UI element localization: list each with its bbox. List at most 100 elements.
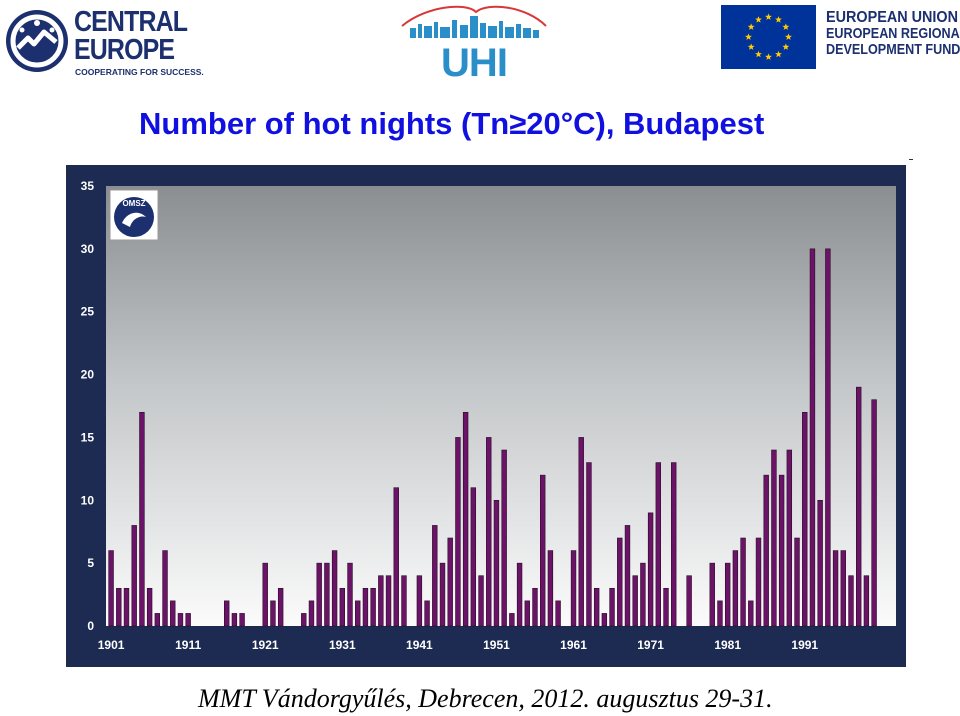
omsz-badge: OMSZ [109, 189, 159, 241]
bar-1998 [856, 386, 862, 627]
bar-1933 [355, 600, 361, 627]
bar-1968 [624, 525, 631, 627]
bar-1929 [324, 562, 330, 627]
bar-1958 [547, 550, 554, 627]
bar-1967 [617, 537, 623, 627]
bar-1903 [123, 587, 130, 627]
bar-1964 [593, 587, 600, 627]
eu-star-icon [755, 16, 762, 23]
central-europe-logo: CENTRAL EUROPE COOPERATING FOR SUCCESS. [4, 6, 204, 77]
eu-line-1: EUROPEAN UNION [826, 9, 959, 26]
x-tick-label: 1991 [791, 638, 818, 652]
bar-1939 [401, 575, 407, 627]
bar-1916 [224, 600, 230, 627]
central-europe-tagline: COOPERATING FOR SUCCESS. [75, 67, 204, 77]
bar-1918 [239, 613, 245, 627]
bar-1988 [778, 474, 785, 627]
bar-1959 [555, 600, 561, 627]
eu-star-icon [765, 53, 772, 60]
bar-1969 [632, 575, 638, 627]
bar-1980 [717, 600, 723, 627]
bar-1945 [447, 537, 453, 627]
bar-1954 [516, 562, 523, 627]
x-tick-label: 1981 [714, 638, 741, 652]
eu-star-icon [775, 16, 782, 23]
bar-1995 [832, 550, 839, 627]
y-tick-label: 10 [81, 493, 95, 507]
uhi-logo: UHI [401, 5, 547, 80]
bar-1941 [416, 575, 423, 627]
bar-1991 [802, 411, 808, 627]
bar-1946 [455, 437, 461, 627]
bar-1938 [393, 487, 399, 627]
footer-caption: MMT Vándorgyűlés, Debrecen, 2012. augusz… [198, 684, 773, 713]
plot-area [106, 186, 896, 626]
bar-1961 [570, 550, 577, 627]
bar-1942 [424, 600, 430, 627]
y-tick-label: 5 [87, 556, 94, 570]
bar-1970 [640, 562, 646, 627]
x-tick-label: 1961 [560, 638, 587, 652]
bar-1907 [154, 613, 161, 627]
y-tick-label: 30 [81, 242, 95, 256]
eu-star-icon [785, 33, 792, 40]
bar-2000 [871, 399, 877, 627]
bar-1992 [809, 248, 816, 627]
eu-star-icon [782, 43, 790, 50]
bar-1922 [270, 600, 276, 627]
bar-1926 [301, 613, 307, 627]
eu-stars-icon [745, 13, 792, 60]
y-tick-label: 15 [81, 430, 95, 444]
bar-1910 [177, 613, 184, 627]
bar-1917 [231, 613, 238, 627]
y-axis: 0 5 10 15 20 25 30 35 [81, 179, 95, 633]
bar-1996 [840, 550, 846, 627]
bar-1931 [339, 587, 346, 627]
bar-1930 [331, 550, 338, 627]
bar-1983 [740, 537, 746, 627]
bar-1981 [724, 562, 731, 627]
bar-1902 [116, 587, 122, 627]
x-tick-label: 1901 [98, 638, 125, 652]
bar-1932 [347, 562, 353, 627]
bar-1944 [439, 562, 446, 627]
central-europe-word-2: EUROPE [74, 34, 175, 66]
bar-1997 [848, 575, 854, 627]
x-tick-label: 1931 [329, 638, 356, 652]
bar-1971 [647, 512, 654, 627]
bar-1937 [385, 575, 392, 627]
bar-1911 [185, 613, 191, 627]
eu-star-icon [765, 13, 772, 20]
bar-1921 [262, 562, 268, 627]
x-tick-label: 1971 [637, 638, 664, 652]
central-europe-emblem-icon [6, 10, 68, 72]
bar-1963 [586, 462, 592, 627]
bar-series [108, 248, 877, 627]
y-tick-label: 20 [81, 368, 95, 382]
y-tick-label: 25 [81, 305, 95, 319]
bar-1979 [709, 562, 715, 627]
bar-1901 [108, 550, 114, 627]
central-europe-word-1: CENTRAL [74, 6, 188, 38]
bar-1986 [763, 474, 769, 627]
bar-1966 [609, 587, 615, 627]
bar-1974 [671, 462, 677, 627]
eu-line-2: EUROPEAN REGIONAL [826, 25, 960, 43]
x-tick-label: 1921 [252, 638, 279, 652]
bar-1950 [486, 437, 492, 627]
bar-1951 [493, 499, 500, 627]
bar-1927 [308, 600, 315, 627]
bar-1934 [362, 587, 369, 627]
y-tick-label: 35 [81, 179, 95, 193]
bar-1994 [825, 248, 831, 627]
bar-1985 [755, 537, 762, 627]
bar-1909 [170, 600, 176, 627]
bar-1962 [578, 437, 584, 627]
bar-1923 [277, 587, 284, 627]
eu-fund-text: EUROPEAN UNION EUROPEAN REGIONAL DEVELOP… [826, 9, 960, 57]
bar-1993 [817, 499, 823, 627]
bar-1956 [532, 587, 538, 627]
bar-1908 [162, 550, 168, 627]
y-tick-label: 0 [87, 619, 94, 633]
